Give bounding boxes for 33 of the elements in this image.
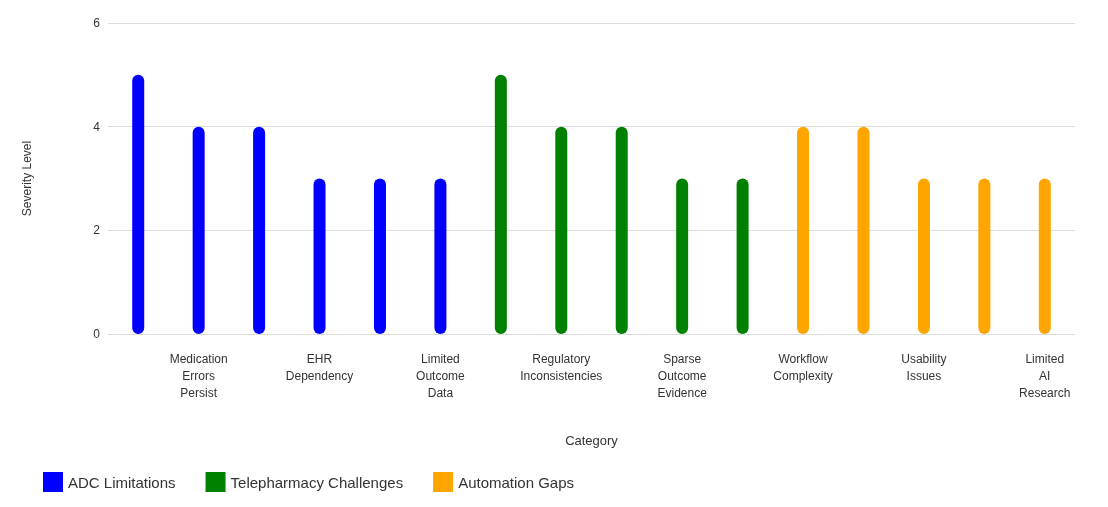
bar bbox=[253, 126, 266, 334]
y-axis-title: Severity Level bbox=[20, 140, 34, 217]
bar bbox=[736, 178, 749, 334]
y-tick-label: 6 bbox=[93, 16, 101, 30]
bar bbox=[676, 178, 689, 334]
y-tick-label: 2 bbox=[93, 223, 101, 238]
bar bbox=[192, 126, 205, 334]
x-tick-label: EHR Dependency bbox=[285, 351, 354, 383]
bar bbox=[434, 178, 447, 334]
legend-label: ADC Limitations bbox=[68, 473, 176, 491]
x-tick-label: Limited AI Research bbox=[1019, 351, 1071, 400]
bar bbox=[615, 126, 628, 334]
x-tick-label: Workflow Complexity bbox=[773, 351, 833, 383]
bar bbox=[978, 178, 991, 334]
x-tick-label: Usability Issues bbox=[901, 351, 947, 383]
x-axis-title: Category bbox=[565, 433, 619, 448]
legend-label: Automation Gaps bbox=[458, 473, 575, 491]
bar bbox=[494, 74, 507, 334]
bar bbox=[917, 178, 930, 334]
bar bbox=[132, 74, 145, 334]
bar bbox=[555, 126, 568, 334]
x-tick-label: Limited Outcome Data bbox=[416, 351, 466, 400]
bar bbox=[373, 178, 386, 334]
bar bbox=[797, 126, 810, 334]
bar bbox=[313, 178, 326, 334]
y-tick-label: 4 bbox=[93, 119, 101, 134]
x-tick-label: Sparse Outcome Evidence bbox=[657, 351, 708, 400]
bar bbox=[1038, 178, 1051, 334]
x-tick-label: Regulatory Inconsistencies bbox=[520, 351, 603, 383]
x-tick-label: Medication Errors Persist bbox=[169, 351, 228, 400]
legend-label: Telepharmacy Challenges bbox=[230, 473, 404, 491]
bar bbox=[857, 126, 870, 334]
y-tick-label: 0 bbox=[93, 327, 101, 341]
